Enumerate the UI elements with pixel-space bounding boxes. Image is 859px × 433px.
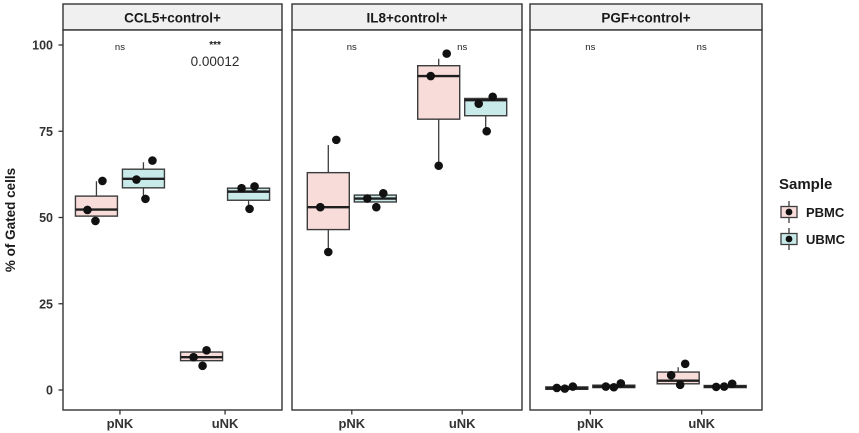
y-axis-label: % of Gated cells <box>3 168 18 272</box>
data-point <box>141 194 150 204</box>
significance-ns: ns <box>347 42 357 53</box>
data-point <box>666 370 676 380</box>
legend-item-label-pbmc: PBMC <box>806 204 845 220</box>
legend-item-label-ubmc: UBMC <box>806 231 845 247</box>
data-point <box>675 380 685 390</box>
data-point <box>711 382 721 392</box>
data-point <box>727 379 737 389</box>
data-point <box>482 126 492 136</box>
data-point <box>474 99 484 108</box>
x-axis-tick-label: uNK <box>449 416 476 431</box>
data-point <box>426 71 436 81</box>
facet-strip <box>62 3 283 31</box>
boxplot-uNK-PBMC-box <box>417 64 461 120</box>
data-point <box>132 175 141 184</box>
data-point <box>250 182 259 191</box>
data-point <box>680 359 690 369</box>
boxplot-pNK-PBMC-box <box>306 171 350 231</box>
boxplot-pNK-PBMC-box <box>74 195 119 217</box>
significance-ns: ns <box>457 42 467 53</box>
data-point <box>91 216 100 226</box>
x-axis-tick-label: pNK <box>107 416 134 431</box>
facet-panel <box>529 29 763 411</box>
data-point <box>552 383 562 393</box>
legend-item-ubmc: UBMC <box>779 227 845 251</box>
y-axis-tick-label: 50 <box>39 211 53 225</box>
significance-ns: ns <box>115 42 125 53</box>
legend: Sample PBMC UBMC <box>779 176 845 254</box>
data-point <box>434 161 444 171</box>
data-point <box>316 202 325 212</box>
data-point <box>363 194 372 203</box>
data-point <box>83 205 92 215</box>
y-axis-tick-label: 100 <box>32 39 53 53</box>
legend-item-pbmc: PBMC <box>779 200 845 224</box>
data-point <box>601 382 611 391</box>
legend-title: Sample <box>779 176 833 193</box>
y-axis-tick-label: 25 <box>39 297 53 311</box>
data-point <box>245 204 254 214</box>
y-axis-tick-label: 0 <box>46 384 53 398</box>
significance-ns: ns <box>585 42 595 53</box>
significance-p-value: 0.00012 <box>191 54 240 69</box>
y-axis-tick-label: 75 <box>39 125 53 139</box>
facet-strip <box>529 3 763 31</box>
data-point <box>379 189 388 198</box>
data-point <box>372 202 381 212</box>
data-point <box>442 49 452 58</box>
data-point <box>719 382 729 391</box>
data-point <box>609 382 619 392</box>
data-point <box>568 382 578 391</box>
data-point <box>148 156 157 165</box>
facet-title: IL8+control+ <box>366 11 447 26</box>
x-axis-tick-label: pNK <box>338 416 365 431</box>
data-point <box>324 247 333 257</box>
boxplot-uNK-UBMC-box <box>226 187 271 201</box>
significance-stars: *** <box>209 40 221 51</box>
data-point <box>237 183 246 193</box>
x-axis-tick-label: pNK <box>577 416 604 431</box>
boxplot-key-icon-ubmc <box>780 228 798 250</box>
data-point <box>488 92 498 102</box>
data-point <box>332 135 341 145</box>
x-axis-tick-label: uNK <box>688 416 715 431</box>
x-axis-tick-label: uNK <box>212 416 239 431</box>
significance-ns: ns <box>697 42 707 53</box>
data-point <box>189 352 198 362</box>
data-point <box>202 346 211 355</box>
data-point <box>560 384 570 393</box>
data-point <box>616 379 626 388</box>
facet-strip <box>291 3 523 31</box>
facet-title: PGF+control+ <box>601 11 690 26</box>
facet-title: CCL5+control+ <box>124 11 221 26</box>
data-point <box>98 176 107 186</box>
data-point <box>198 361 207 371</box>
boxplot-key-icon-pbmc <box>780 201 798 223</box>
